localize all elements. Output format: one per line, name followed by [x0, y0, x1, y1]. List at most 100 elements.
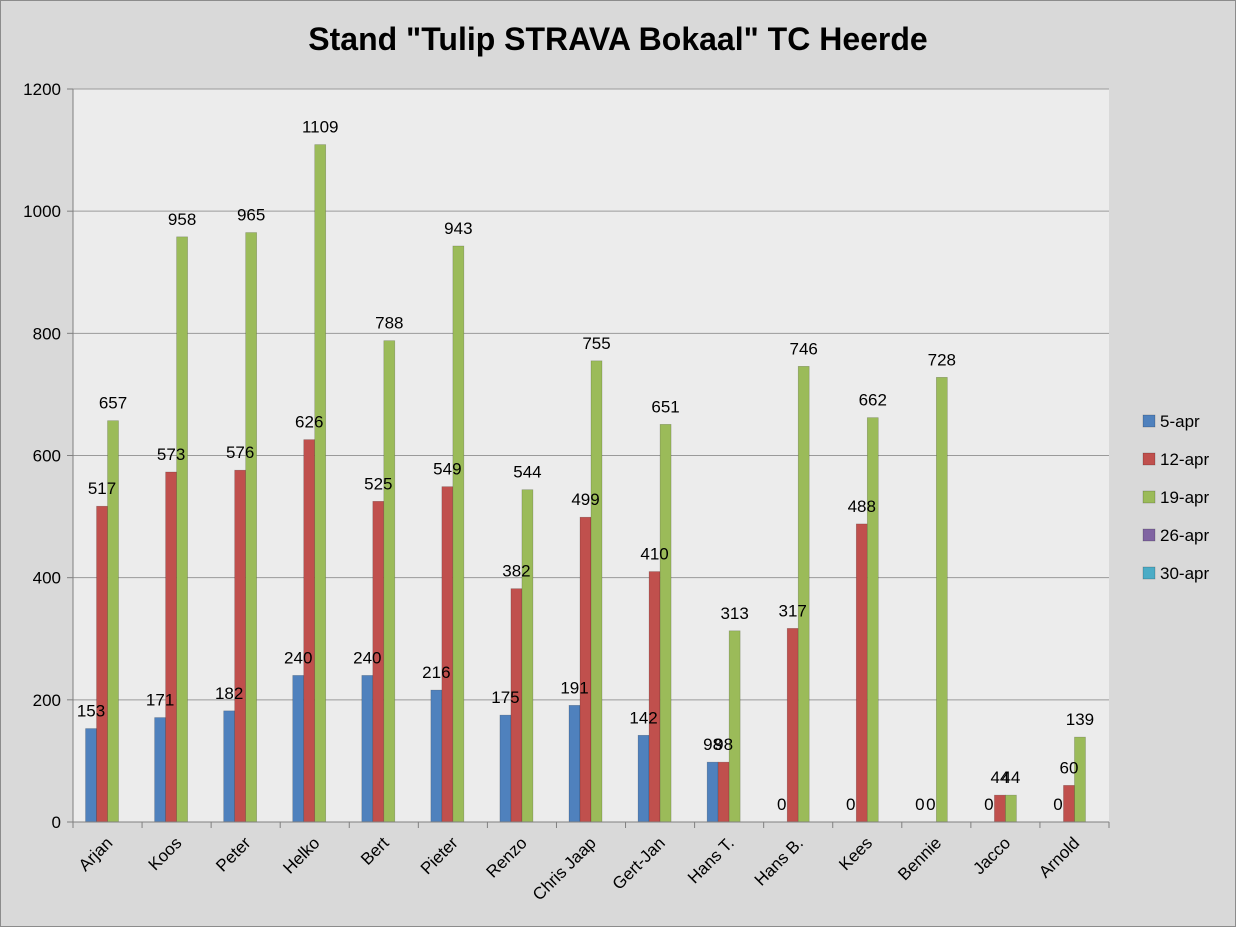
x-tick-label: Pieter: [417, 833, 462, 878]
legend-label: 19-apr: [1160, 488, 1209, 507]
data-label: 499: [571, 490, 599, 509]
data-label: 788: [375, 314, 403, 333]
bar: [452, 245, 465, 823]
data-label: 0: [1053, 795, 1062, 814]
legend-swatch: [1142, 566, 1156, 580]
data-label: 544: [513, 463, 541, 482]
data-label: 240: [284, 648, 312, 667]
data-label: 573: [157, 445, 185, 464]
bar: [441, 486, 454, 823]
data-label: 1109: [302, 118, 339, 137]
data-label: 98: [703, 735, 722, 754]
data-label: 139: [1066, 710, 1094, 729]
x-tick-label: Bennie: [894, 833, 945, 884]
bar: [590, 360, 603, 823]
data-label: 943: [444, 219, 472, 238]
chart-title: Stand "Tulip STRAVA Bokaal" TC Heerde: [308, 21, 928, 57]
bar: [706, 761, 719, 823]
data-label: 651: [651, 397, 679, 416]
data-label: 182: [215, 684, 243, 703]
x-tick-label: Chris Jaap: [529, 833, 600, 904]
bar: [165, 471, 177, 823]
legend-swatch: [1142, 528, 1156, 542]
data-label: 44: [990, 768, 1009, 787]
x-tick-label: Arnold: [1035, 833, 1083, 881]
data-label: 142: [629, 708, 657, 727]
bar: [579, 516, 592, 823]
x-tick-label: Kees: [835, 833, 876, 874]
legend-swatch: [1142, 452, 1156, 466]
legend-swatch: [1142, 414, 1156, 428]
bar: [797, 366, 810, 823]
bar: [728, 630, 741, 823]
data-label: 0: [926, 795, 935, 814]
data-label: 240: [353, 648, 381, 667]
x-tick-label: Peter: [212, 833, 254, 875]
bar: [1005, 794, 1017, 823]
data-label: 576: [226, 443, 254, 462]
data-label: 153: [77, 702, 105, 721]
data-label: 44: [1001, 768, 1020, 787]
bar: [648, 571, 661, 823]
bar: [786, 628, 799, 823]
bar: [303, 439, 316, 823]
bar: [430, 689, 443, 823]
bar: [383, 340, 396, 823]
data-label: 0: [984, 795, 993, 814]
x-tick-label: Koos: [145, 833, 186, 874]
data-label: 0: [915, 795, 924, 814]
legend: 5-apr 12-apr 19-apr 26-apr 30-apr: [1142, 412, 1209, 583]
bar: [936, 377, 948, 823]
data-label: 488: [848, 497, 876, 516]
y-tick-label: 600: [33, 447, 61, 466]
x-tick-label: Hans B.: [751, 833, 807, 889]
data-label: 525: [364, 474, 392, 493]
legend-label: 12-apr: [1160, 450, 1209, 469]
data-label: 517: [88, 479, 116, 498]
data-label: 657: [99, 394, 127, 413]
bar: [292, 675, 305, 823]
data-label: 965: [237, 206, 265, 225]
bar: [245, 232, 257, 823]
bar: [855, 523, 868, 823]
y-tick-label: 800: [33, 324, 61, 343]
x-tick-label: Jacco: [969, 833, 1014, 878]
y-tick-label: 400: [33, 569, 61, 588]
data-label: 175: [491, 688, 519, 707]
data-label: 317: [779, 601, 807, 620]
data-label: 958: [168, 210, 196, 229]
x-tick-label: Helko: [279, 833, 323, 877]
bar: [234, 469, 246, 823]
bar: [154, 717, 166, 823]
data-label: 382: [502, 562, 530, 581]
data-label: 60: [1060, 758, 1079, 777]
bar: [1074, 736, 1086, 823]
bar: [568, 705, 581, 823]
bar: [499, 714, 512, 823]
bar: [85, 728, 97, 823]
data-label: 171: [146, 691, 174, 710]
data-label: 313: [720, 604, 748, 623]
bar: [994, 794, 1006, 823]
bar: [96, 505, 108, 823]
data-label: 216: [422, 663, 450, 682]
bar: [866, 417, 879, 823]
x-tick-label: Renzo: [483, 833, 531, 881]
bar: [314, 144, 327, 823]
legend-label: 26-apr: [1160, 526, 1209, 545]
bar: [176, 236, 188, 823]
y-tick-label: 0: [52, 813, 61, 832]
bar: [521, 489, 534, 823]
data-label: 746: [790, 339, 818, 358]
bar: [361, 675, 374, 823]
y-tick-label: 1200: [23, 80, 61, 99]
data-label: 410: [640, 545, 668, 564]
data-label: 728: [928, 350, 956, 369]
x-tick-label: Hans T.: [684, 833, 738, 887]
bar: [223, 710, 235, 823]
bar: [659, 424, 672, 823]
bars: [85, 144, 1086, 823]
data-label: 98: [714, 735, 733, 754]
data-label: 0: [777, 795, 786, 814]
x-tick-label: Arjan: [75, 833, 116, 874]
